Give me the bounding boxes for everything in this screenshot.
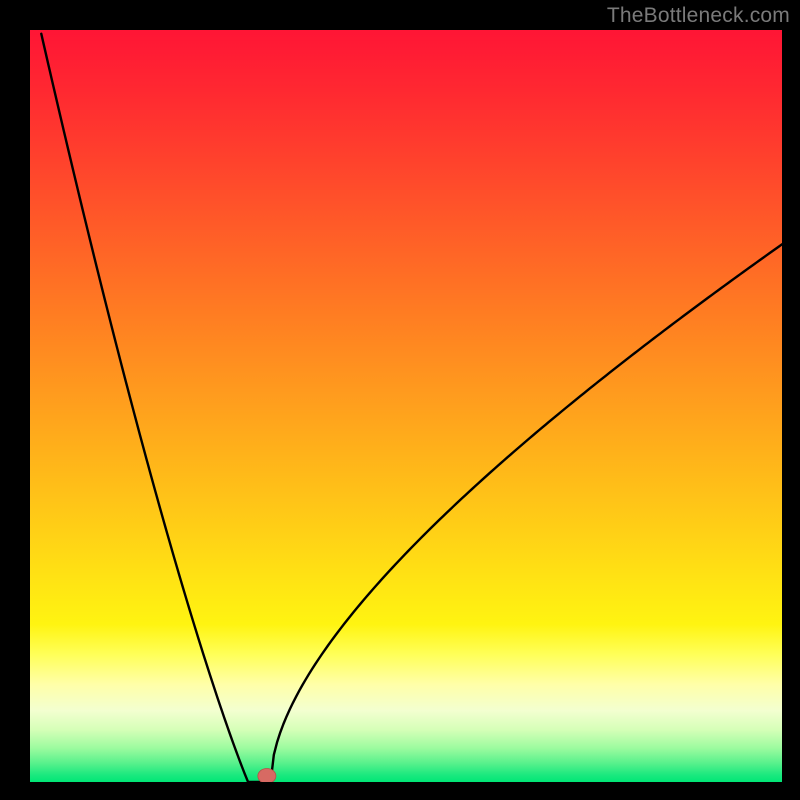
gradient-background — [30, 30, 782, 782]
bottleneck-chart — [0, 0, 800, 800]
watermark-label: TheBottleneck.com — [607, 4, 790, 28]
optimal-point-marker — [258, 768, 276, 783]
chart-stage: TheBottleneck.com — [0, 0, 800, 800]
